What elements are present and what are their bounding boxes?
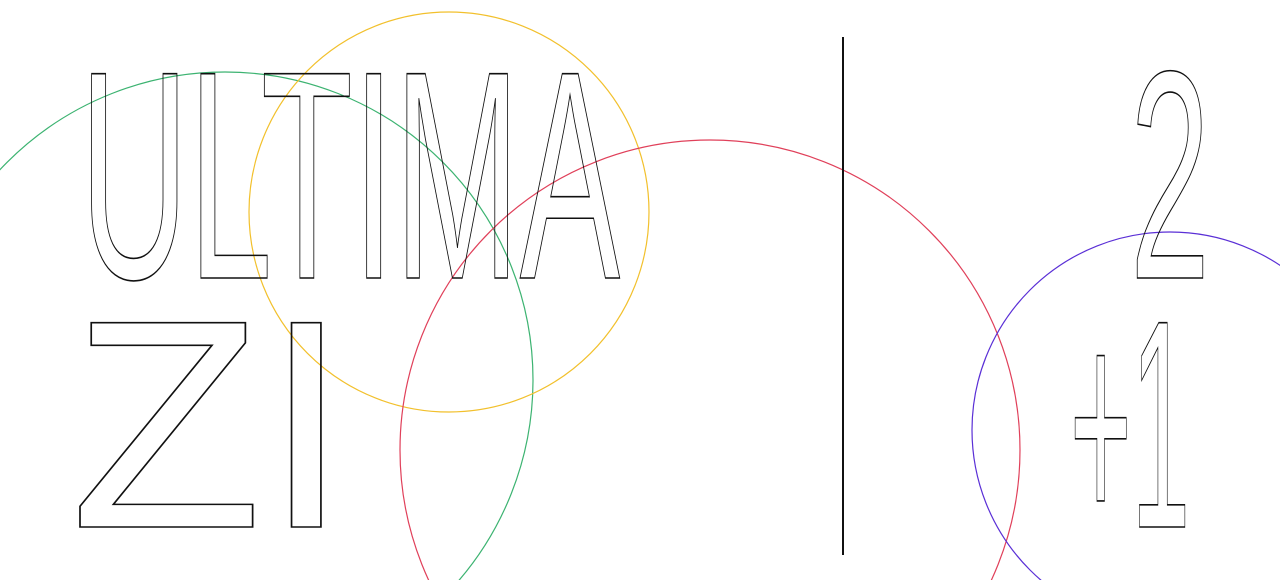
title-line-2: ZI bbox=[70, 258, 350, 580]
red-circle bbox=[399, 139, 1021, 580]
purple-circle bbox=[971, 231, 1280, 580]
title-line-1: ULTIMA bbox=[80, 9, 621, 341]
green-circle bbox=[0, 71, 534, 580]
count-line-1: 2 bbox=[1130, 9, 1210, 341]
yellow-circle bbox=[248, 11, 650, 413]
count-line-2: +1 bbox=[1070, 258, 1190, 580]
